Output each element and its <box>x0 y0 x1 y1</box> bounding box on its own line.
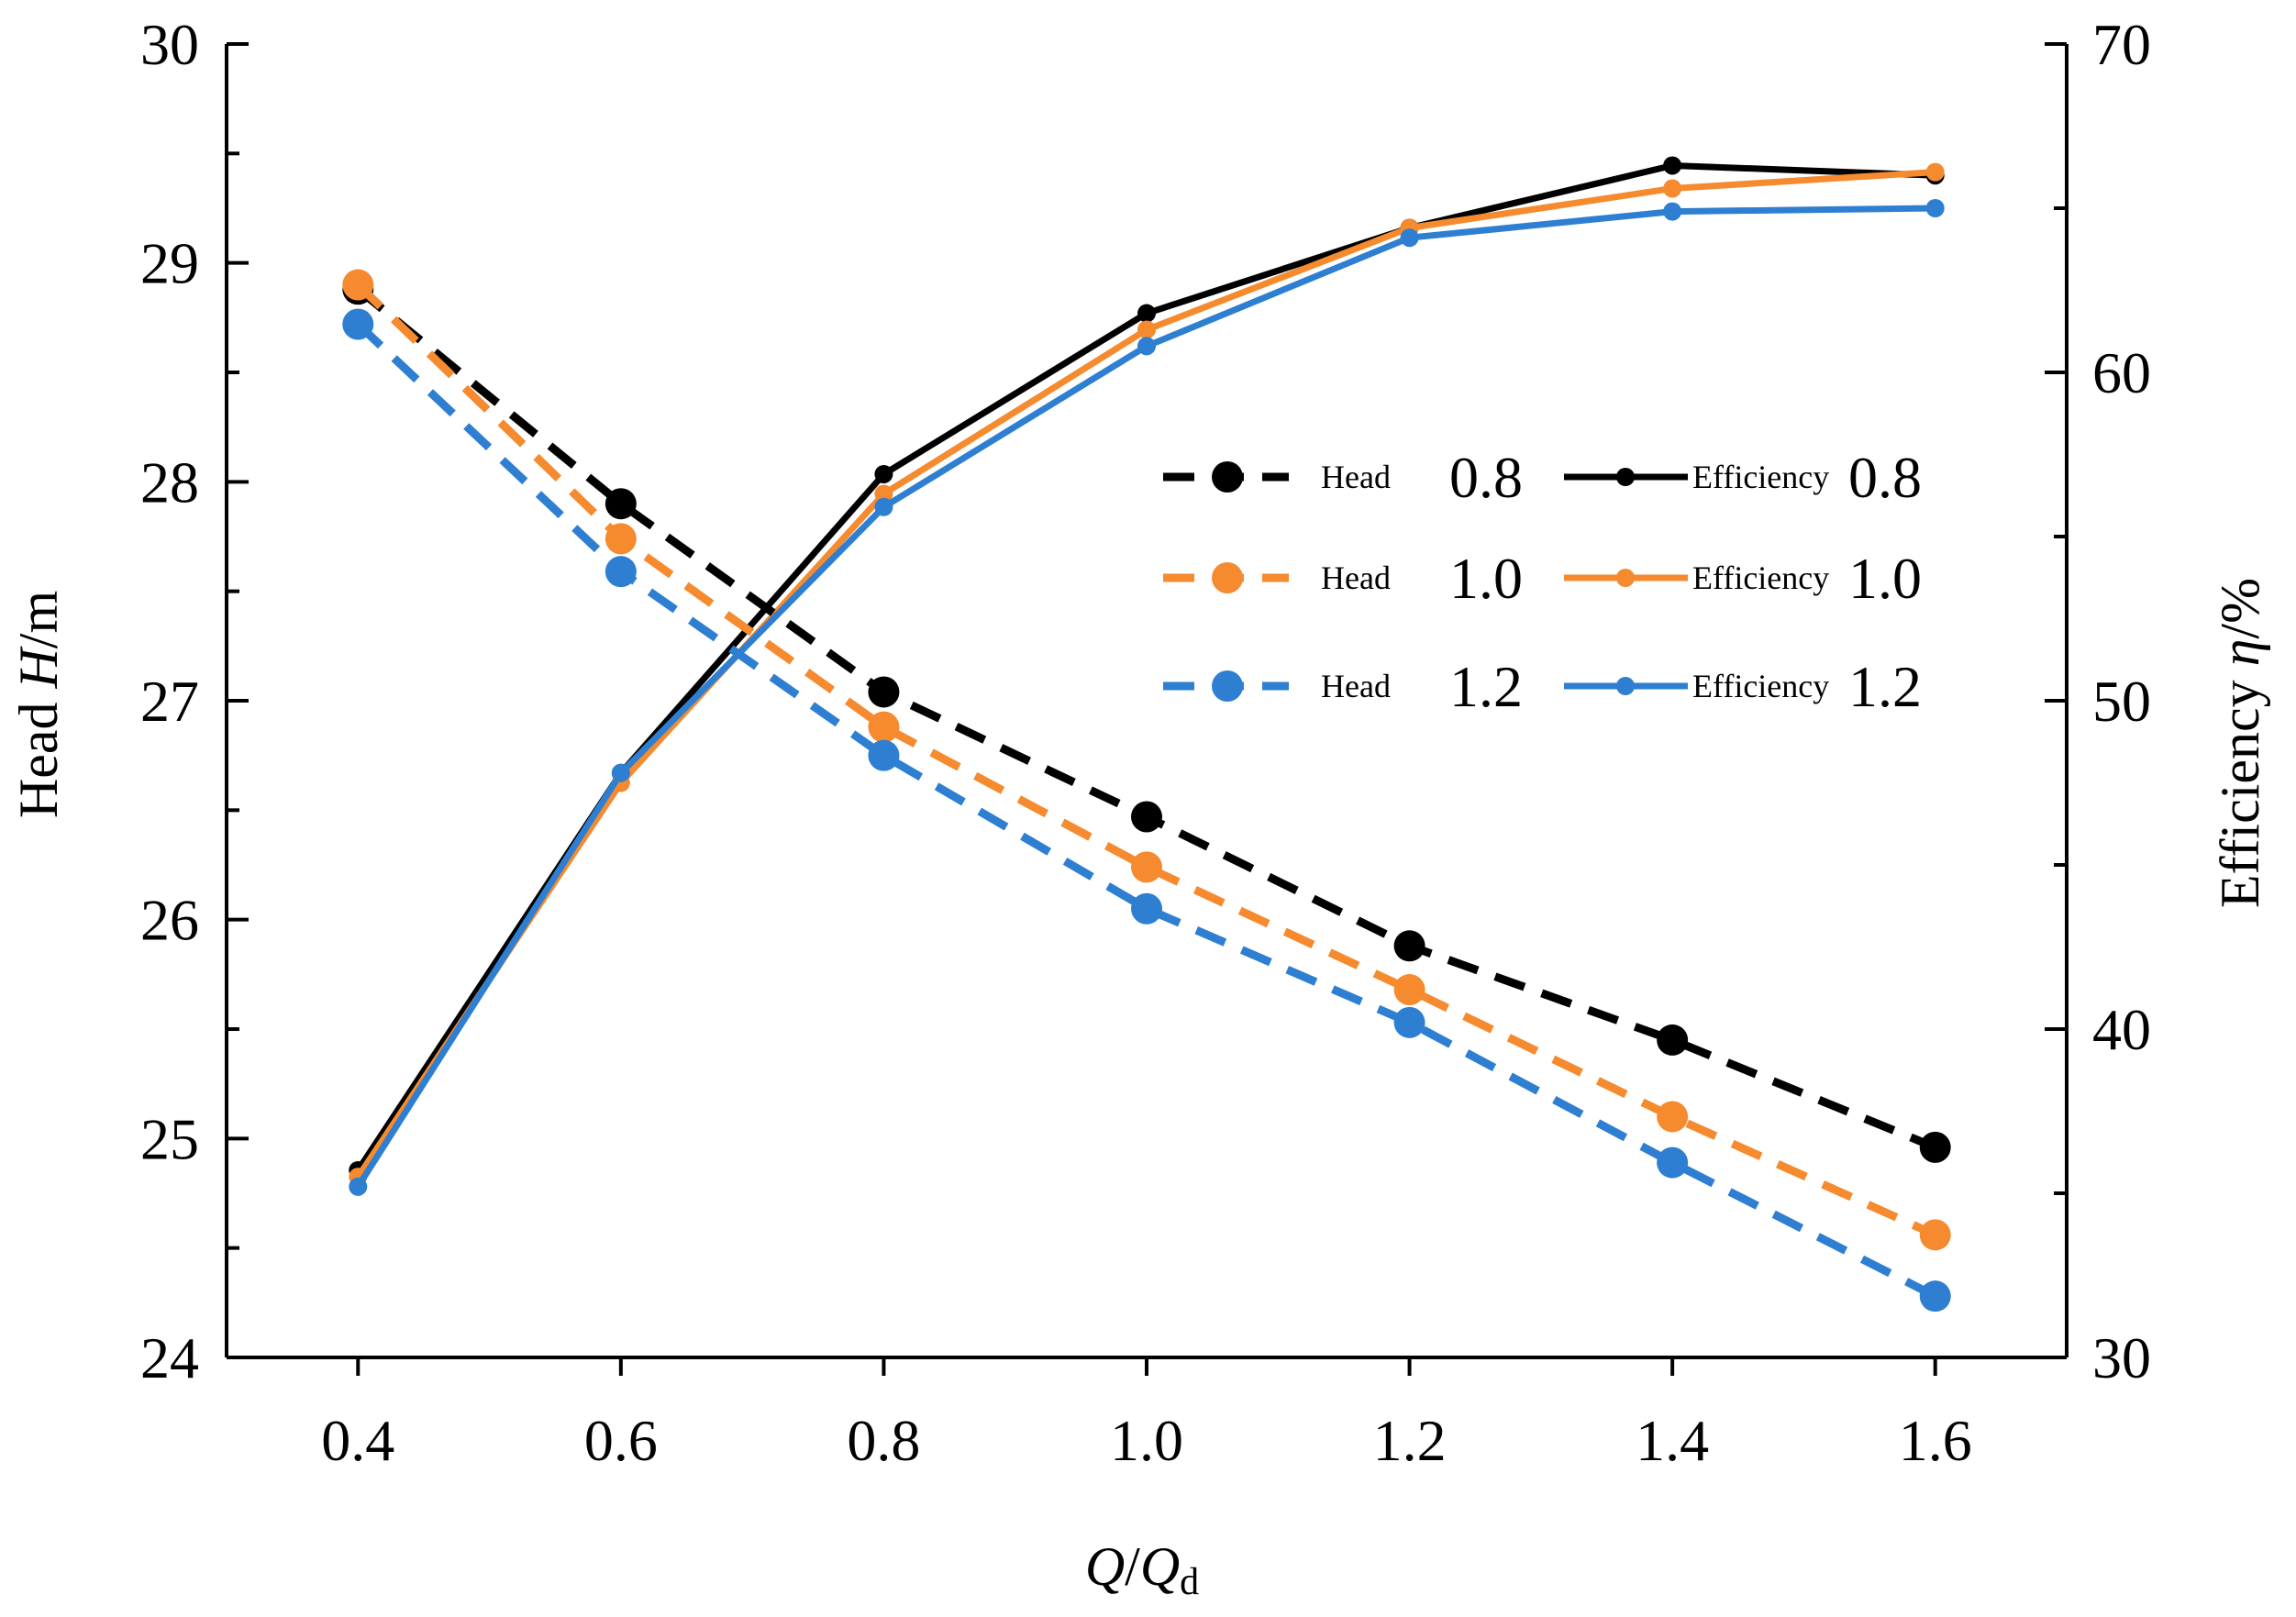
left-axis-label: Head H/m <box>8 591 69 818</box>
line-head-1-0 <box>355 282 1937 1239</box>
point-head-1-2 <box>1657 1146 1689 1179</box>
point-efficiency-0-8 <box>1663 156 1682 175</box>
left-tick-label: 28 <box>140 449 199 515</box>
point-head-1-0 <box>342 269 374 301</box>
point-head-1-2 <box>342 308 374 340</box>
legend-head-label: Head <box>1321 559 1391 596</box>
right-axis-ticks: 30 40 50 60 70 <box>2045 12 2151 1390</box>
right-tick-label: 70 <box>2092 12 2151 77</box>
point-head-1-2 <box>868 739 900 771</box>
legend-head-value: 1.0 <box>1449 546 1523 611</box>
line-head-0-8 <box>355 285 1937 1152</box>
point-head-1-0 <box>605 523 637 555</box>
legend-head-label: Head <box>1321 668 1391 704</box>
legend-efficiency-value: 1.0 <box>1848 546 1922 611</box>
point-efficiency-1-2 <box>874 497 893 516</box>
point-efficiency-1-2 <box>349 1177 368 1196</box>
legend-efficiency-marker <box>1616 468 1635 486</box>
point-head-1-2 <box>1393 1006 1425 1038</box>
x-axis-ticks: 0.4 0.6 0.8 1.0 1.2 1.4 1.6 <box>321 1357 1972 1473</box>
point-efficiency-1-2 <box>611 763 630 782</box>
legend-head-marker <box>1212 670 1243 702</box>
x-tick-label: 0.4 <box>321 1408 394 1473</box>
x-tick-label: 0.8 <box>847 1408 920 1473</box>
series-head-0-8 <box>342 273 1951 1163</box>
point-efficiency-1-0 <box>1663 179 1682 198</box>
right-axis-label: Efficiency η/% <box>2210 578 2270 908</box>
point-head-1-0 <box>1393 974 1425 1006</box>
point-efficiency-1-2 <box>1400 228 1419 248</box>
series-layer <box>342 156 1951 1312</box>
x-tick-label: 1.0 <box>1110 1408 1183 1473</box>
right-tick-label: 30 <box>2092 1325 2151 1390</box>
x-tick-label: 1.6 <box>1899 1408 1972 1473</box>
left-tick-label: 26 <box>140 888 199 953</box>
series-head-1-0 <box>342 269 1951 1251</box>
point-head-0-8 <box>1131 801 1162 833</box>
point-efficiency-1-2 <box>1663 202 1682 221</box>
legend-head-value: 1.2 <box>1449 654 1523 719</box>
point-head-1-0 <box>1657 1101 1689 1133</box>
point-efficiency-0-8 <box>1137 304 1156 323</box>
legend-efficiency-value: 0.8 <box>1848 445 1922 510</box>
point-head-1-2 <box>1919 1280 1951 1312</box>
legend-efficiency-label: Efficiency <box>1692 459 1829 495</box>
point-head-0-8 <box>1919 1131 1951 1163</box>
x-axis-label: Q/Qd <box>1085 1536 1199 1603</box>
series-efficiency-1-2 <box>349 199 1945 1196</box>
legend: Head 0.8 Head 1.0 Head 1.2 Efficiency 0.8 Effici… <box>1163 445 1922 719</box>
right-tick-label: 60 <box>2092 340 2151 405</box>
left-tick-label: 27 <box>140 669 199 734</box>
point-head-1-2 <box>605 556 637 588</box>
x-tick-label: 0.6 <box>584 1408 658 1473</box>
legend-efficiency-label: Efficiency <box>1692 559 1829 596</box>
point-head-1-0 <box>868 711 900 743</box>
legend-efficiency-value: 1.2 <box>1848 654 1922 719</box>
point-head-1-0 <box>1131 851 1162 883</box>
right-tick-label: 50 <box>2092 669 2151 734</box>
point-head-0-8 <box>605 488 637 520</box>
left-tick-label: 29 <box>140 231 199 296</box>
point-head-0-8 <box>1393 930 1425 962</box>
right-tick-label: 40 <box>2092 997 2151 1062</box>
legend-head-label: Head <box>1321 459 1391 495</box>
point-efficiency-0-8 <box>874 464 893 483</box>
left-tick-label: 24 <box>140 1325 199 1390</box>
left-axis-ticks: 24 25 26 27 28 29 30 <box>140 12 249 1390</box>
series-head-1-2 <box>342 308 1951 1312</box>
point-efficiency-1-0 <box>1925 162 1945 182</box>
point-head-1-2 <box>1131 892 1162 925</box>
point-efficiency-1-0 <box>1137 320 1156 339</box>
legend-efficiency-label: Efficiency <box>1692 668 1829 704</box>
point-head-1-0 <box>1919 1219 1951 1251</box>
left-tick-label: 30 <box>140 12 199 77</box>
point-efficiency-1-2 <box>1925 199 1945 217</box>
legend-efficiency-marker <box>1616 569 1635 587</box>
legend-head-marker <box>1212 461 1243 493</box>
legend-efficiency-marker <box>1616 677 1635 695</box>
legend-head-marker <box>1212 562 1243 593</box>
left-tick-label: 25 <box>140 1106 199 1171</box>
x-tick-label: 1.4 <box>1636 1408 1709 1473</box>
point-efficiency-1-0 <box>874 484 893 504</box>
point-efficiency-1-2 <box>1137 337 1156 356</box>
x-tick-label: 1.2 <box>1373 1408 1447 1473</box>
point-head-0-8 <box>868 676 900 708</box>
point-head-0-8 <box>1657 1024 1689 1056</box>
legend-head-value: 0.8 <box>1449 445 1523 510</box>
